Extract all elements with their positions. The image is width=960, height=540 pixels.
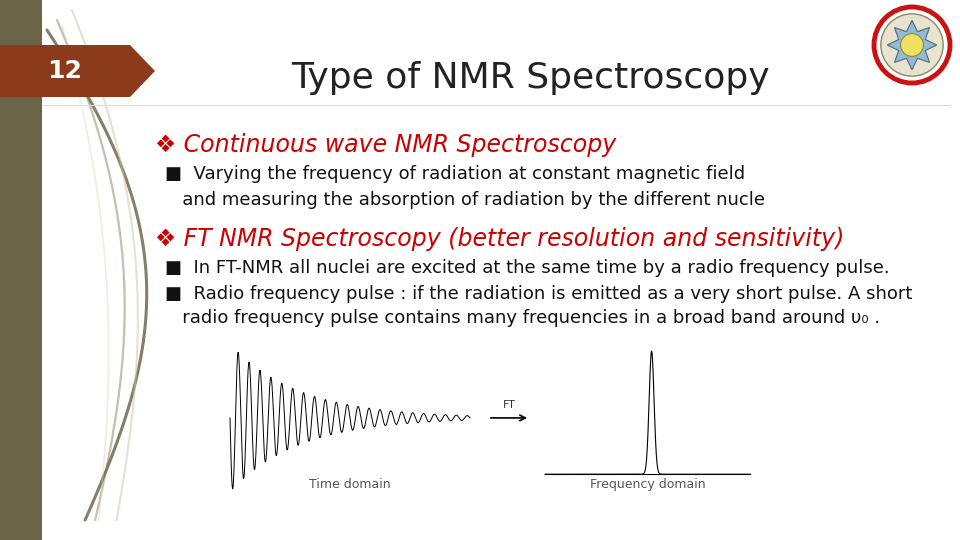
Text: Type of NMR Spectroscopy: Type of NMR Spectroscopy <box>291 61 769 95</box>
Circle shape <box>874 7 950 83</box>
Text: ■  In FT-NMR all nuclei are excited at the same time by a radio frequency pulse.: ■ In FT-NMR all nuclei are excited at th… <box>165 259 890 277</box>
Text: ■  Radio frequency pulse : if the radiation is emitted as a very short pulse. A : ■ Radio frequency pulse : if the radiati… <box>165 285 912 303</box>
Bar <box>0 0 42 540</box>
Circle shape <box>900 33 924 56</box>
Text: FT: FT <box>503 400 516 410</box>
Text: and measuring the absorption of radiation by the different nucle: and measuring the absorption of radiatio… <box>165 191 765 209</box>
Text: ❖ Continuous wave NMR Spectroscopy: ❖ Continuous wave NMR Spectroscopy <box>155 133 616 157</box>
Polygon shape <box>887 21 937 70</box>
Text: ❖ FT NMR Spectroscopy (better resolution and sensitivity): ❖ FT NMR Spectroscopy (better resolution… <box>155 227 845 251</box>
Text: Frequency domain: Frequency domain <box>589 478 706 491</box>
Polygon shape <box>0 45 155 97</box>
Text: radio frequency pulse contains many frequencies in a broad band around υ₀ .: radio frequency pulse contains many freq… <box>165 309 880 327</box>
Text: 12: 12 <box>48 59 83 83</box>
Text: Time domain: Time domain <box>309 478 391 491</box>
Text: ■  Varying the frequency of radiation at constant magnetic field: ■ Varying the frequency of radiation at … <box>165 165 745 183</box>
Circle shape <box>881 14 943 76</box>
